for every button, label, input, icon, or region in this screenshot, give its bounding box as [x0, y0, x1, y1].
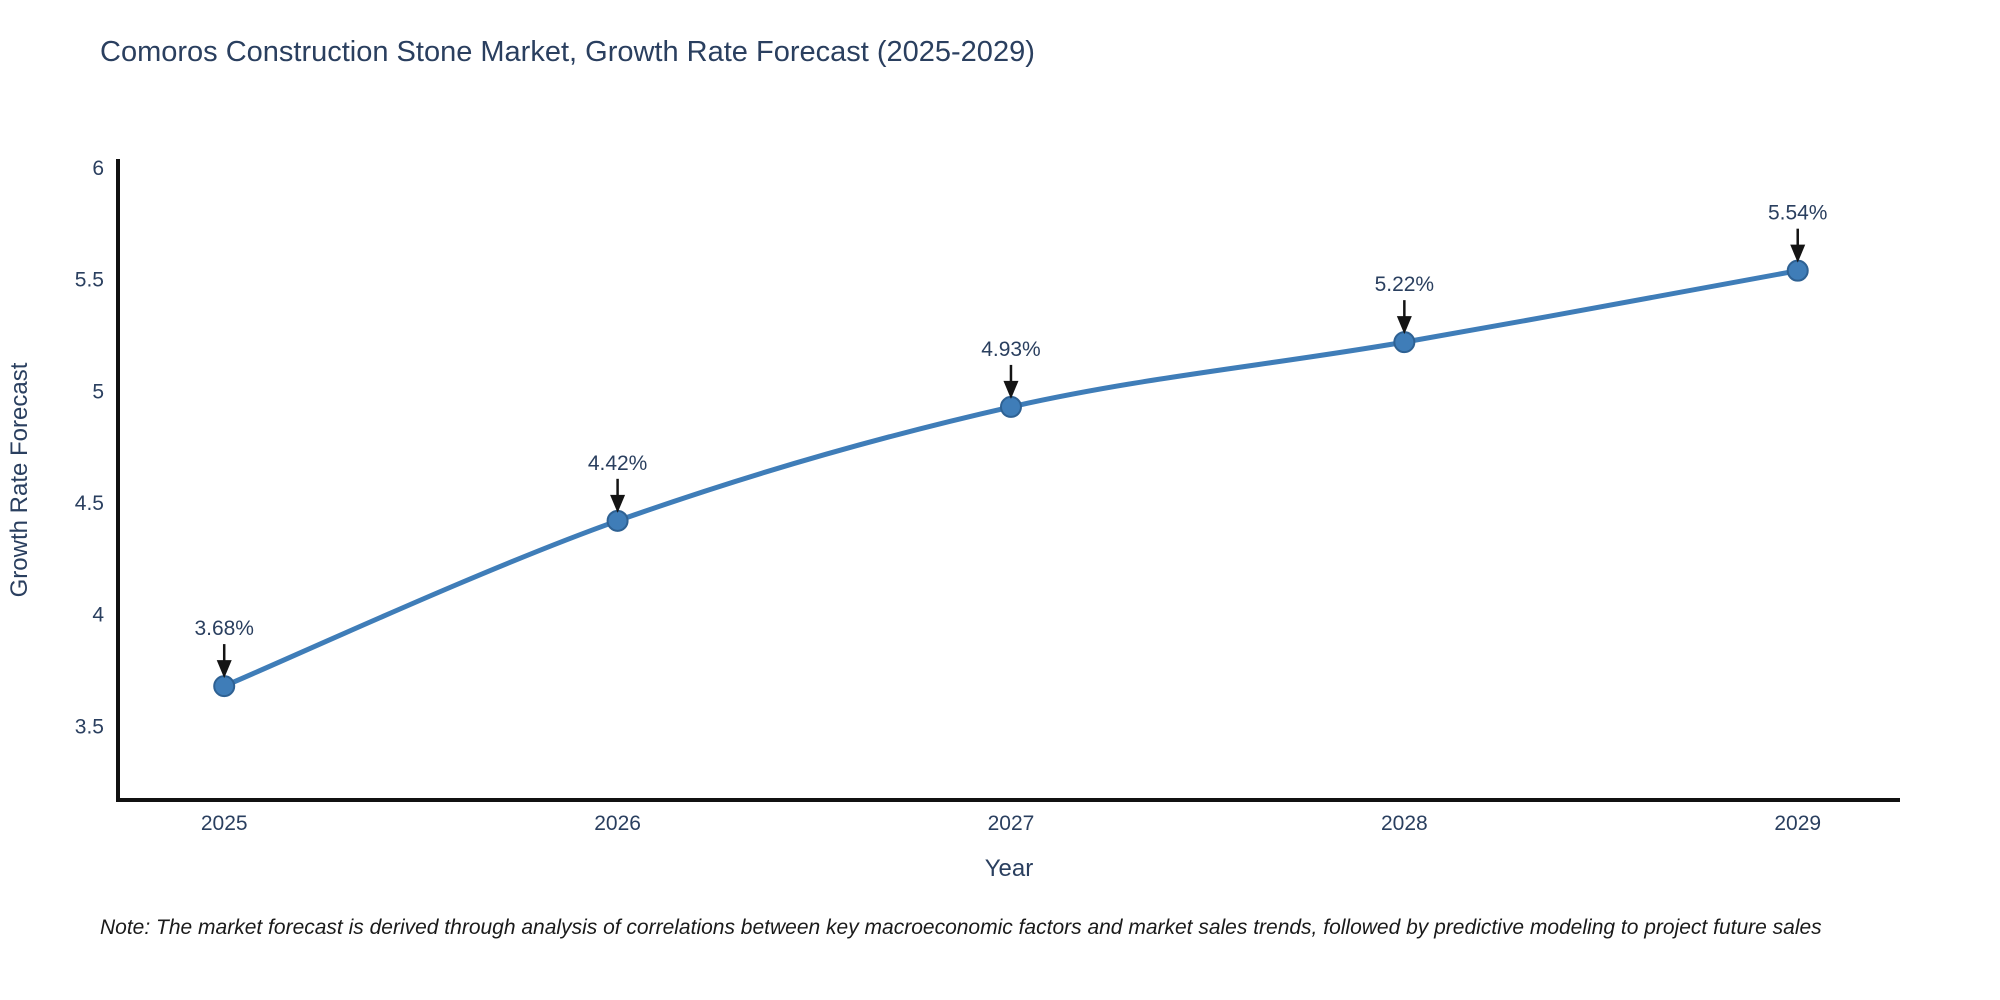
annotation-label: 4.93%	[981, 338, 1041, 361]
x-axis-title: Year	[985, 855, 1034, 882]
forecast-line-path	[221, 268, 1801, 689]
data-point-marker[interactable]	[213, 675, 236, 698]
data-point-marker[interactable]	[606, 509, 629, 532]
point-annotations: 3.68% 4.42% 4.93% 5.22% 5.54%	[194, 202, 1828, 679]
annotation-label: 5.22%	[1375, 273, 1435, 296]
axes	[116, 159, 1900, 802]
y-axis-title: Growth Rate Forecast	[6, 362, 33, 597]
annotation-arrowhead-icon	[1396, 316, 1412, 335]
annotation-arrowhead-icon	[216, 660, 232, 679]
x-axis-tick-labels: 2025 2026 2027 2028 2029	[201, 812, 1821, 835]
annotation-label: 4.42%	[588, 452, 648, 475]
data-points	[213, 259, 1809, 698]
data-point-marker[interactable]	[999, 395, 1022, 418]
y-tick-label: 3.5	[75, 715, 104, 738]
annotation-arrowhead-icon	[1003, 380, 1019, 399]
y-tick-label: 4	[92, 604, 104, 627]
y-tick-label: 4.5	[75, 492, 104, 515]
footnote: Note: The market forecast is derived thr…	[100, 916, 1822, 939]
annotation-arrowhead-icon	[610, 494, 626, 513]
annotation-label: 3.68%	[194, 617, 254, 640]
annotation-label: 5.54%	[1768, 202, 1828, 225]
chart-title: Comoros Construction Stone Market, Growt…	[100, 36, 1035, 68]
y-tick-label: 6	[92, 157, 104, 180]
y-tick-label: 5.5	[75, 269, 104, 292]
data-point-marker[interactable]	[1393, 331, 1416, 354]
x-tick-label: 2029	[1774, 812, 1821, 835]
data-point-marker[interactable]	[1786, 259, 1809, 282]
x-tick-label: 2027	[988, 812, 1035, 835]
forecast-line	[221, 268, 1801, 689]
y-axis-tick-labels: 3.5 4 4.5 5 5.5 6	[75, 157, 105, 738]
x-tick-label: 2025	[201, 812, 248, 835]
y-tick-label: 5	[92, 380, 104, 403]
annotation-arrowhead-icon	[1790, 244, 1806, 263]
x-tick-label: 2026	[594, 812, 641, 835]
x-tick-label: 2028	[1381, 812, 1428, 835]
